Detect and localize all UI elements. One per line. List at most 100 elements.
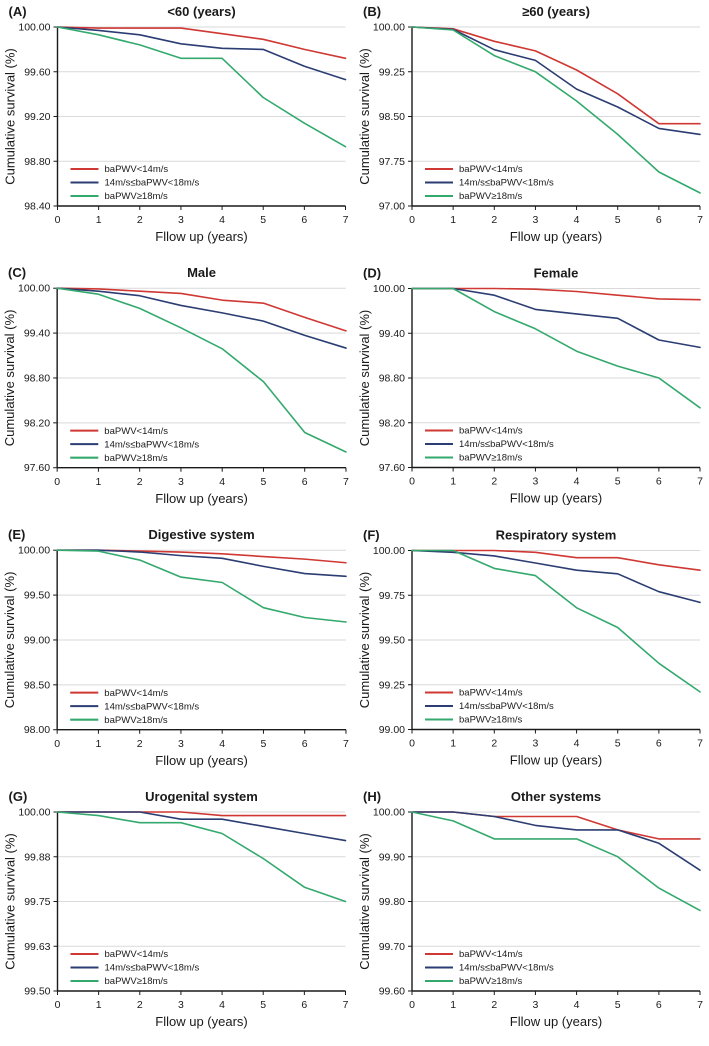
legend-label-bapwv-ge-18: baPWV≥18m/s bbox=[104, 453, 168, 464]
y-tick-label: 100.00 bbox=[373, 807, 405, 819]
y-axis-label: Cumulative survival (%) bbox=[2, 310, 17, 447]
panel-letter: (A) bbox=[9, 4, 27, 19]
y-tick-label: 100.00 bbox=[18, 283, 50, 295]
x-tick-label: 3 bbox=[178, 738, 184, 750]
x-tick-label: 1 bbox=[95, 738, 101, 750]
x-tick-label: 6 bbox=[656, 476, 662, 488]
x-tick-label: 1 bbox=[450, 476, 456, 488]
curve-bapwv-lt-14 bbox=[56, 26, 347, 60]
y-tick-label: 99.25 bbox=[379, 679, 405, 691]
legend-label-bapwv-ge-18: baPWV≥18m/s bbox=[459, 453, 523, 464]
x-axis-label: Fllow up (years) bbox=[155, 491, 248, 506]
x-axis-label: Fllow up (years) bbox=[155, 1014, 247, 1029]
legend-label-bapwv-14-18: 14m/s≤baPWV<18m/s bbox=[105, 963, 200, 974]
legend-label-bapwv-lt-14: baPWV<14m/s bbox=[459, 949, 523, 960]
legend-label-bapwv-ge-18: baPWV≥18m/s bbox=[105, 976, 169, 987]
x-tick-label: 6 bbox=[302, 476, 308, 488]
x-tick-label: 7 bbox=[343, 476, 349, 488]
x-tick-label: 4 bbox=[219, 999, 225, 1011]
panel-f-respiratory: 99.00 99.25 99.50 99.75 100.00 0 1 2 3 4 5 6 7 baPWV<… bbox=[355, 523, 709, 785]
y-axis-label: Cumulative survival (%) bbox=[357, 833, 372, 970]
y-tick-label: 99.60 bbox=[379, 986, 405, 998]
y-tick-label: 98.00 bbox=[24, 724, 50, 736]
panel-g-urogenital: 99.50 99.63 99.75 99.88 100.00 0 1 2 3 4 5 6 7 baPWV<… bbox=[0, 785, 355, 1046]
x-tick-label: 2 bbox=[137, 999, 143, 1011]
x-tick-label: 0 bbox=[409, 999, 415, 1011]
x-tick-label: 6 bbox=[301, 214, 307, 226]
y-tick-label: 99.50 bbox=[24, 986, 50, 998]
x-tick-label: 5 bbox=[615, 214, 621, 226]
legend-label-bapwv-14-18: 14m/s≤baPWV<18m/s bbox=[459, 963, 554, 974]
x-tick-label: 4 bbox=[574, 214, 580, 226]
chart-title: Urogenital system bbox=[145, 789, 258, 804]
x-tick-label: 4 bbox=[219, 214, 225, 226]
panel-c-male: 97.60 98.20 98.80 99.40 100.00 0 1 2 3 4 5 6 7 baPWV<… bbox=[0, 261, 355, 523]
x-tick-label: 0 bbox=[409, 476, 415, 488]
chart-title: Respiratory system bbox=[496, 528, 617, 543]
y-axis-label: Cumulative survival (%) bbox=[357, 310, 372, 447]
x-axis-label: Fllow up (years) bbox=[510, 491, 602, 506]
x-tick-label: 6 bbox=[656, 214, 662, 226]
x-tick-label: 3 bbox=[533, 476, 539, 488]
x-tick-label: 1 bbox=[96, 999, 102, 1011]
x-axis-label: Fllow up (years) bbox=[155, 753, 248, 768]
x-tick-label: 3 bbox=[178, 214, 184, 226]
legend-label-bapwv-ge-18: baPWV≥18m/s bbox=[104, 715, 168, 726]
x-axis-label: Fllow up (years) bbox=[155, 229, 247, 244]
curve-bapwv-lt-14 bbox=[411, 26, 701, 125]
curve-bapwv-14-18 bbox=[411, 549, 701, 604]
legend-label-bapwv-ge-18: baPWV≥18m/s bbox=[459, 715, 523, 726]
x-tick-label: 0 bbox=[55, 999, 61, 1011]
y-tick-label: 99.00 bbox=[24, 634, 50, 646]
curve-bapwv-ge-18 bbox=[56, 549, 347, 623]
legend-label-bapwv-lt-14: baPWV<14m/s bbox=[104, 688, 168, 699]
x-tick-label: 3 bbox=[533, 214, 539, 226]
y-tick-label: 99.70 bbox=[379, 941, 405, 953]
curve-bapwv-14-18 bbox=[56, 287, 347, 349]
legend-label-bapwv-lt-14: baPWV<14m/s bbox=[459, 164, 523, 175]
curve-bapwv-14-18 bbox=[56, 811, 347, 842]
y-tick-label: 97.75 bbox=[379, 156, 405, 168]
x-tick-label: 0 bbox=[55, 214, 61, 226]
x-tick-label: 2 bbox=[137, 738, 143, 750]
x-tick-label: 2 bbox=[491, 214, 497, 226]
legend-label-bapwv-14-18: 14m/s≤baPWV<18m/s bbox=[104, 439, 199, 450]
x-tick-label: 7 bbox=[343, 999, 349, 1011]
curve-bapwv-14-18 bbox=[56, 549, 347, 578]
y-tick-label: 100.00 bbox=[18, 22, 50, 34]
x-tick-label: 3 bbox=[178, 999, 184, 1011]
survival-chart-digestive: 98.00 98.50 99.00 99.50 100.00 0 1 2 3 4 5 6 7 baPWV<… bbox=[2, 527, 349, 768]
panel-b-60-and-over: 97.00 97.75 98.50 99.25 100.00 0 1 2 3 4 5 6 7 baPWV<… bbox=[355, 0, 709, 261]
x-tick-label: 0 bbox=[409, 214, 415, 226]
x-tick-label: 5 bbox=[615, 476, 621, 488]
y-tick-label: 99.25 bbox=[379, 66, 405, 78]
y-tick-label: 99.63 bbox=[24, 941, 50, 953]
chart-title: <60 (years) bbox=[167, 4, 235, 19]
legend-label-bapwv-ge-18: baPWV≥18m/s bbox=[459, 976, 523, 987]
y-tick-label: 99.50 bbox=[24, 590, 50, 602]
legend-label-bapwv-lt-14: baPWV<14m/s bbox=[105, 949, 169, 960]
panel-e-digestive: 98.00 98.50 99.00 99.50 100.00 0 1 2 3 4 5 6 7 baPWV<… bbox=[0, 523, 355, 785]
panel-letter: (B) bbox=[363, 4, 381, 19]
legend-label-bapwv-lt-14: baPWV<14m/s bbox=[104, 426, 168, 437]
y-tick-label: 99.88 bbox=[24, 851, 50, 863]
y-tick-label: 99.90 bbox=[379, 851, 405, 863]
y-tick-label: 97.00 bbox=[379, 201, 405, 213]
y-tick-label: 97.60 bbox=[379, 462, 405, 474]
curve-bapwv-ge-18 bbox=[411, 287, 701, 409]
legend-label-bapwv-14-18: 14m/s≤baPWV<18m/s bbox=[459, 178, 554, 189]
x-axis-label: Fllow up (years) bbox=[510, 229, 602, 244]
x-tick-label: 1 bbox=[96, 214, 102, 226]
y-tick-label: 99.80 bbox=[379, 896, 405, 908]
curve-bapwv-14-18 bbox=[56, 26, 347, 81]
y-tick-label: 99.40 bbox=[379, 328, 405, 340]
x-tick-label: 4 bbox=[574, 738, 580, 750]
x-tick-label: 2 bbox=[137, 214, 143, 226]
survival-chart-60-and-over: 97.00 97.75 98.50 99.25 100.00 0 1 2 3 4 5 6 7 baPWV<… bbox=[357, 4, 703, 244]
legend-label-bapwv-lt-14: baPWV<14m/s bbox=[459, 426, 523, 437]
x-tick-label: 1 bbox=[450, 999, 456, 1011]
x-tick-label: 7 bbox=[697, 214, 703, 226]
survival-chart-urogenital: 99.50 99.63 99.75 99.88 100.00 0 1 2 3 4 5 6 7 baPWV<… bbox=[3, 789, 349, 1029]
curve-bapwv-14-18 bbox=[411, 26, 701, 136]
